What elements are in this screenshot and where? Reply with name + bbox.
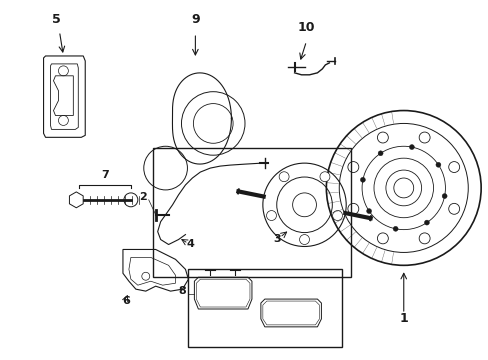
Bar — [152, 148, 350, 277]
Circle shape — [377, 233, 387, 244]
Circle shape — [448, 162, 459, 172]
Circle shape — [424, 220, 428, 225]
Circle shape — [279, 172, 288, 182]
Circle shape — [292, 193, 316, 217]
Circle shape — [441, 194, 446, 199]
Text: 1: 1 — [399, 312, 407, 325]
Circle shape — [347, 162, 358, 172]
Circle shape — [418, 132, 429, 143]
Bar — [188, 269, 342, 347]
Circle shape — [366, 208, 371, 213]
Circle shape — [393, 178, 413, 198]
Text: 3: 3 — [272, 234, 280, 243]
Circle shape — [418, 233, 429, 244]
Circle shape — [266, 211, 276, 221]
Text: 9: 9 — [191, 13, 199, 26]
Text: 7: 7 — [101, 170, 109, 180]
Circle shape — [332, 211, 342, 221]
Text: 6: 6 — [122, 296, 130, 306]
Circle shape — [377, 132, 387, 143]
Circle shape — [319, 172, 329, 182]
Text: 5: 5 — [52, 13, 61, 26]
Polygon shape — [69, 192, 83, 208]
Circle shape — [123, 193, 138, 207]
Text: 8: 8 — [178, 286, 186, 296]
Text: 2: 2 — [139, 192, 146, 202]
Circle shape — [448, 203, 459, 214]
Circle shape — [377, 151, 382, 156]
Circle shape — [299, 235, 309, 244]
Circle shape — [360, 177, 365, 182]
Circle shape — [392, 226, 397, 231]
Circle shape — [435, 162, 440, 167]
Text: 10: 10 — [297, 21, 315, 34]
Circle shape — [347, 203, 358, 214]
Circle shape — [408, 145, 413, 149]
Text: 4: 4 — [186, 239, 194, 249]
